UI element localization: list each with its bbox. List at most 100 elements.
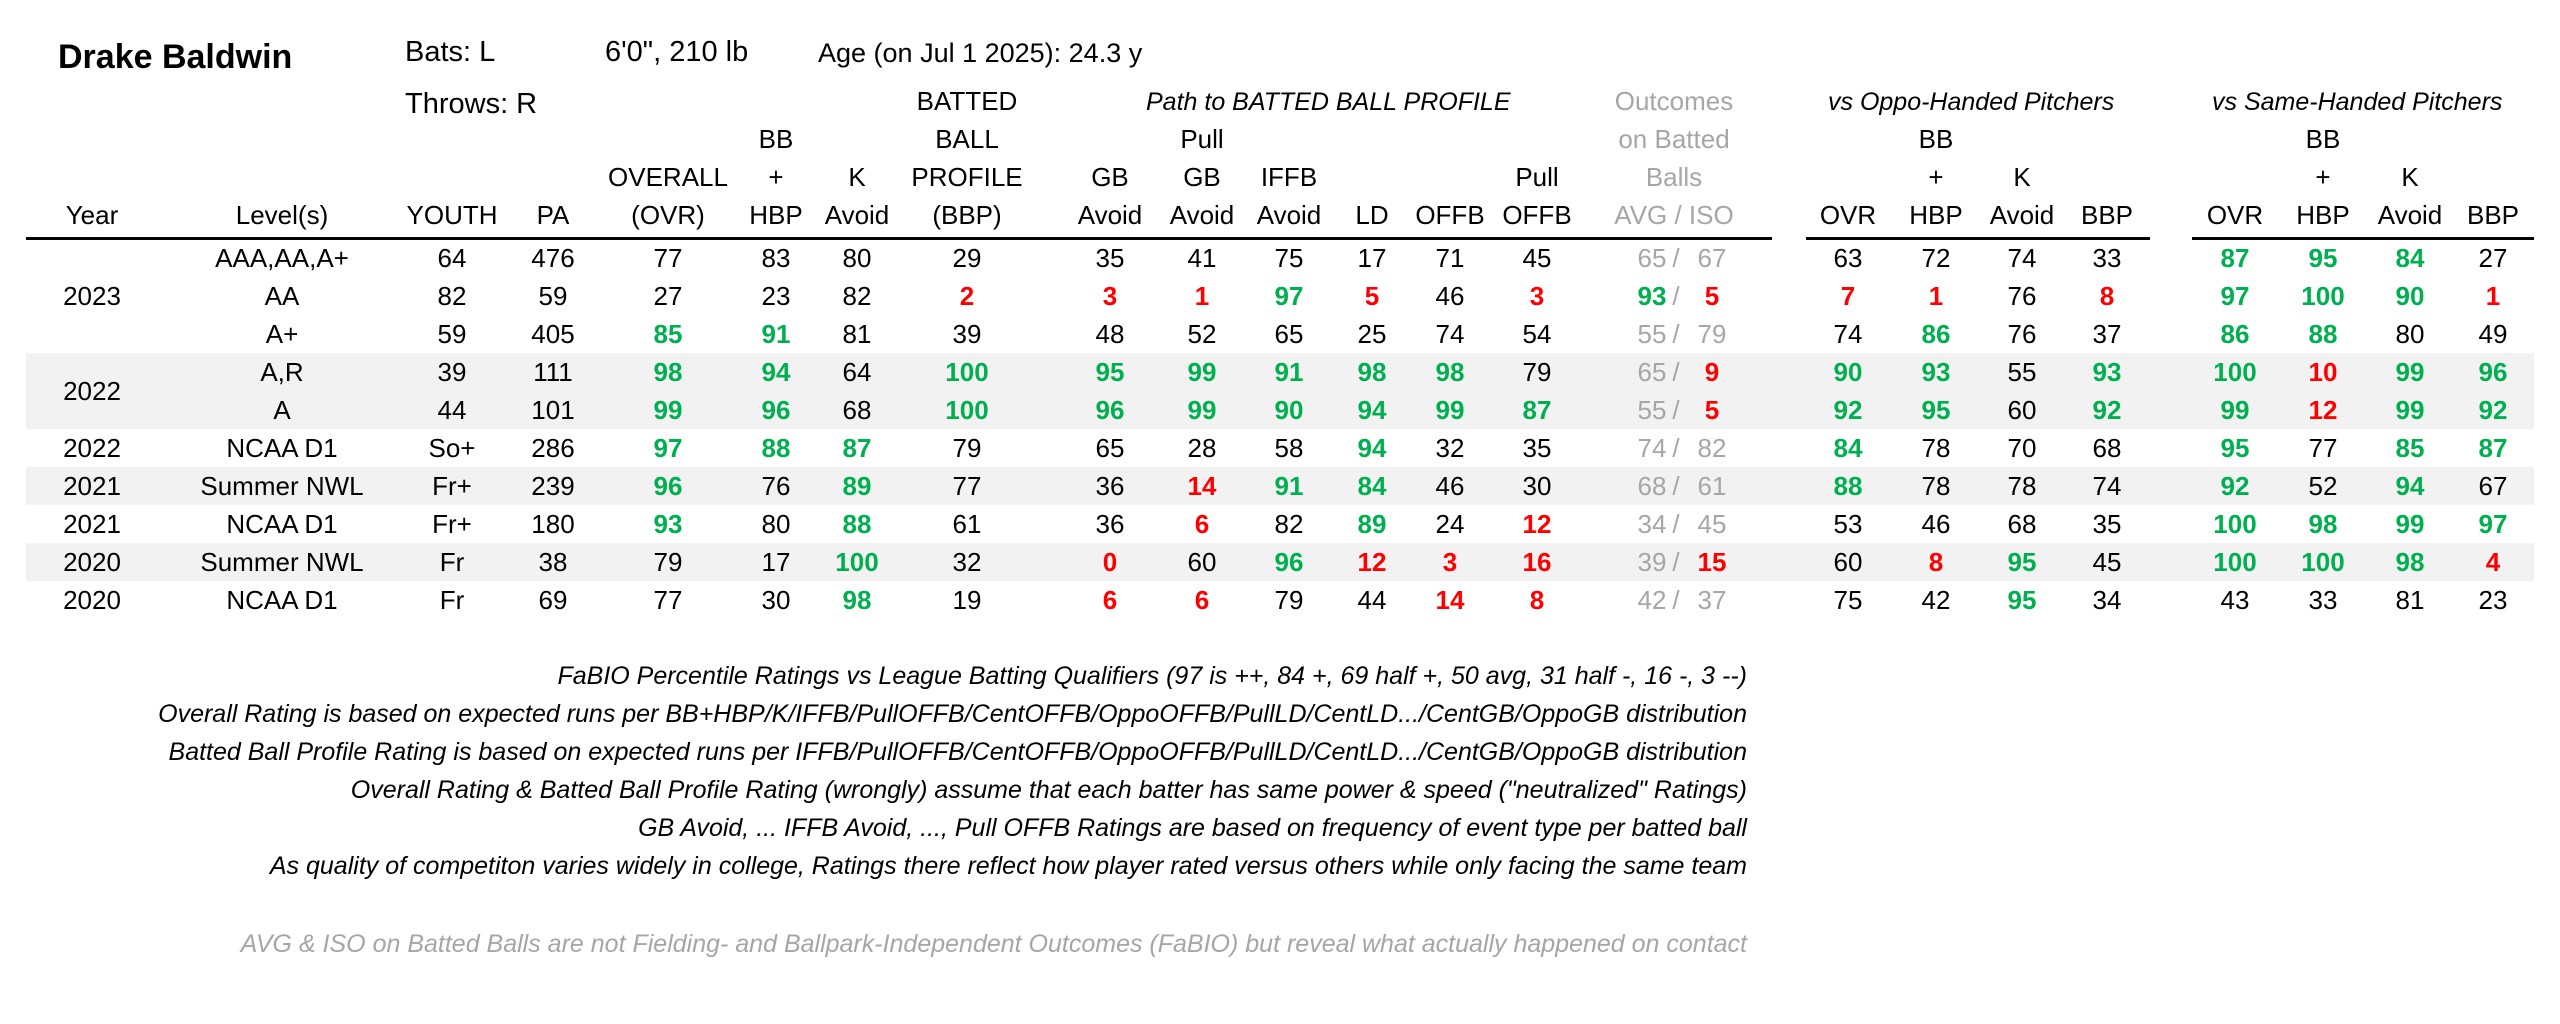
cell-bbp: 79	[952, 433, 982, 463]
column-header-o_k: Avoid	[1989, 200, 2055, 230]
note-line: GB Avoid, ... IFFB Avoid, ..., Pull OFFB…	[638, 814, 1747, 842]
cell-s_k: 85	[2395, 433, 2425, 463]
column-header-bbp: BATTED	[916, 86, 1018, 116]
cell-ovr: 98	[653, 357, 683, 387]
cell-s_ovr: 92	[2220, 471, 2250, 501]
column-header-o_k: K	[2013, 162, 2031, 192]
slash-separator: /	[1672, 281, 1680, 311]
cell-iso: 5	[1704, 395, 1720, 425]
cell-iso: 9	[1704, 357, 1720, 387]
cell-s_ovr: 43	[2220, 585, 2250, 615]
cell-o_ovr: 75	[1833, 585, 1863, 615]
cell-pullgb: 6	[1194, 585, 1210, 615]
cell-iffb: 65	[1274, 319, 1304, 349]
cell-kavoid: 100	[835, 547, 879, 577]
row-band	[26, 391, 2534, 429]
column-header-gbavoid: Avoid	[1077, 200, 1143, 230]
cell-o_bbp: 68	[2092, 433, 2122, 463]
row-band	[26, 353, 2534, 391]
cell-level: Summer NWL	[200, 471, 364, 501]
cell-o_hbp: 8	[1928, 547, 1944, 577]
cell-ovr: 93	[653, 509, 683, 539]
cell-pa: 59	[538, 281, 568, 311]
cell-o_ovr: 88	[1833, 471, 1863, 501]
cell-ld: 98	[1357, 357, 1387, 387]
cell-ld: 94	[1357, 395, 1387, 425]
cell-o_ovr: 90	[1833, 357, 1863, 387]
cell-o_bbp: 8	[2099, 281, 2115, 311]
cell-o_hbp: 95	[1921, 395, 1951, 425]
slash-separator: /	[1672, 395, 1680, 425]
cell-offb: 14	[1435, 585, 1465, 615]
cell-year: 2021	[63, 471, 121, 501]
cell-kavoid: 81	[842, 319, 872, 349]
age: Age (on Jul 1 2025): 24.3 y	[818, 38, 1143, 68]
header-rule-same	[2192, 237, 2534, 240]
cell-pullgb: 52	[1187, 319, 1217, 349]
cell-s_k: 80	[2395, 319, 2425, 349]
cell-s_ovr: 100	[2213, 509, 2257, 539]
cell-bbp: 19	[952, 585, 982, 615]
cell-iffb: 96	[1274, 547, 1304, 577]
cell-ld: 25	[1357, 319, 1387, 349]
cell-youth: 44	[437, 395, 467, 425]
cell-gbavoid: 3	[1102, 281, 1118, 311]
cell-s_ovr: 86	[2220, 319, 2250, 349]
cell-pulloffb: 3	[1529, 281, 1545, 311]
cell-pullgb: 99	[1187, 395, 1217, 425]
cell-s_hbp: 100	[2301, 547, 2345, 577]
cell-o_k: 76	[2007, 281, 2037, 311]
cell-year: 2022	[63, 433, 121, 463]
column-header-kavoid: K	[848, 162, 866, 192]
cell-pullgb: 99	[1187, 357, 1217, 387]
cell-kavoid: 87	[842, 433, 872, 463]
note-line: Batted Ball Profile Rating is based on e…	[168, 738, 1747, 766]
cell-pulloffb: 8	[1529, 585, 1545, 615]
slash-separator: /	[1672, 319, 1680, 349]
column-header-bbp: PROFILE	[911, 162, 1023, 192]
cell-o_k: 76	[2007, 319, 2037, 349]
cell-offb: 32	[1435, 433, 1465, 463]
cell-bbp: 39	[952, 319, 982, 349]
cell-level: NCAA D1	[226, 509, 338, 539]
cell-s_bbp: 87	[2478, 433, 2508, 463]
cell-bbp: 100	[945, 395, 989, 425]
cell-iso: 67	[1697, 243, 1727, 273]
cell-pulloffb: 79	[1522, 357, 1552, 387]
cell-pulloffb: 45	[1522, 243, 1552, 273]
column-header-pullgb: Avoid	[1169, 200, 1235, 230]
cell-year: 2022	[63, 376, 121, 406]
cell-s_bbp: 1	[2485, 281, 2501, 311]
cell-bbhbp: 96	[761, 395, 791, 425]
cell-bbhbp: 94	[761, 357, 791, 387]
cell-avg: 42	[1637, 585, 1667, 615]
cell-offb: 24	[1435, 509, 1465, 539]
cell-ovr: 85	[653, 319, 683, 349]
cell-s_hbp: 100	[2301, 281, 2345, 311]
column-header-s_hbp: BB	[2305, 124, 2341, 154]
column-header-level: Level(s)	[235, 200, 329, 230]
cell-o_bbp: 34	[2092, 585, 2122, 615]
cell-pa: 69	[538, 585, 568, 615]
cell-ld: 89	[1357, 509, 1387, 539]
cell-avg: 93	[1637, 281, 1667, 311]
cell-pulloffb: 87	[1522, 395, 1552, 425]
cell-o_hbp: 42	[1921, 585, 1951, 615]
cell-s_bbp: 97	[2478, 509, 2508, 539]
cell-year: 2020	[63, 547, 121, 577]
cell-ovr: 27	[653, 281, 683, 311]
row-band	[26, 543, 2534, 581]
cell-iso: 37	[1697, 585, 1727, 615]
column-header-pa: PA	[536, 200, 570, 230]
cell-bbp: 61	[952, 509, 982, 539]
cell-ovr: 77	[653, 585, 683, 615]
cell-level: A+	[265, 319, 299, 349]
cell-iffb: 90	[1274, 395, 1304, 425]
cell-pullgb: 28	[1187, 433, 1217, 463]
cell-ovr: 96	[653, 471, 683, 501]
column-header-iffb: IFFB	[1260, 162, 1318, 192]
cell-s_bbp: 92	[2478, 395, 2508, 425]
column-header-outcomes: on Batted	[1618, 124, 1730, 154]
cell-gbavoid: 35	[1095, 243, 1125, 273]
cell-pa: 38	[538, 547, 568, 577]
